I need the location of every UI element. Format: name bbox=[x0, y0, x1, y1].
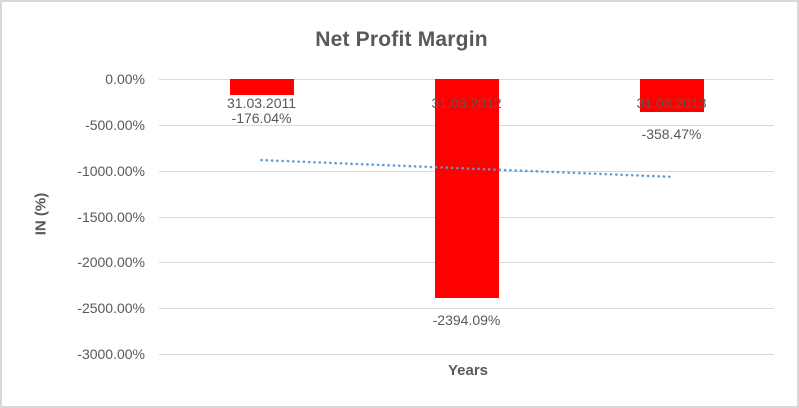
y-axis-tick-label: -500.00% bbox=[85, 116, 145, 133]
chart-bar bbox=[639, 79, 704, 112]
y-axis-tick-label: -1500.00% bbox=[77, 208, 145, 225]
y-axis-tick-label: -2500.00% bbox=[77, 300, 145, 317]
data-label: -176.04% bbox=[231, 110, 292, 126]
gridline bbox=[159, 354, 774, 355]
gridline bbox=[159, 308, 774, 310]
category-axis-label: 31.03.2012 bbox=[431, 95, 502, 111]
y-axis-tick-label: -2000.00% bbox=[77, 254, 145, 271]
x-axis-title: Years bbox=[447, 362, 489, 379]
category-axis-label: 31.03.2011 bbox=[226, 95, 297, 111]
y-axis-tick-label: 0.00% bbox=[105, 71, 145, 87]
chart-bar bbox=[229, 79, 294, 96]
data-label: -2394.09% bbox=[432, 312, 501, 329]
y-axis-tick-label: -1000.00% bbox=[77, 162, 145, 179]
chart-bar bbox=[434, 79, 499, 299]
y-axis-tick-label: -3000.00% bbox=[77, 346, 145, 362]
category-axis-label: 31.03.2013 bbox=[636, 95, 707, 111]
data-label: -358.47% bbox=[641, 125, 702, 142]
chart-title: Net Profit Margin bbox=[315, 28, 488, 51]
